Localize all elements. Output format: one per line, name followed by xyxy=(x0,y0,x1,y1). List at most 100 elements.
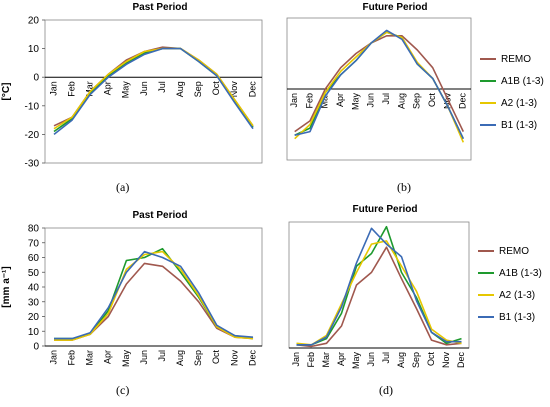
chart-a-svg: -30 -20 -10 0 10 20 [°C] Jan Feb Mar Apr May Jun Jul A… xyxy=(1,16,263,170)
x-tick-label: Apr xyxy=(336,352,346,366)
x-tick-label: Aug xyxy=(175,350,185,366)
x-tick-label: Oct xyxy=(427,93,437,108)
x-tick-label: Jun xyxy=(366,93,376,108)
x-tick-label: Mar xyxy=(321,352,331,368)
y-tick-label: 40 xyxy=(28,283,40,294)
x-tick-label: Sep xyxy=(412,93,422,109)
x-tick-label: Dec xyxy=(247,81,257,98)
series-line-remo xyxy=(296,246,462,348)
series-line-a2 xyxy=(296,240,462,346)
chart-d-svg: Jan Feb Mar Apr May Jun Jul Aug Sep Oct Nov Dec xyxy=(288,221,470,370)
x-tick-label: Jan xyxy=(291,352,301,367)
y-tick-label: 50 xyxy=(28,268,40,279)
y-tick-label: -20 xyxy=(25,130,40,141)
x-tick-label: Jul xyxy=(157,81,167,93)
y-tick-label: 10 xyxy=(28,44,40,55)
plot-area xyxy=(44,19,263,164)
legend-item: B1 (1-3) xyxy=(478,306,542,328)
legend-label: A1B (1-3) xyxy=(501,75,544,87)
legend-item: B1 (1-3) xyxy=(480,114,544,136)
x-tick-label: Jan xyxy=(48,81,58,96)
x-tick-label: Mar xyxy=(320,93,330,109)
series-line-b1 xyxy=(296,227,462,346)
x-tick-label: Apr xyxy=(103,350,113,364)
y-tick-label: 70 xyxy=(28,238,40,249)
x-tick-label: Mar xyxy=(85,81,95,97)
x-tick-label: Apr xyxy=(103,81,113,95)
panel-d: Future Period Jan Feb Mar Apr May Jun Jul Aug Se… xyxy=(275,200,550,407)
x-tick-label: Jun xyxy=(139,81,149,96)
legend-item: REMO xyxy=(478,240,542,262)
legend-top: REMO A1B (1-3) A2 (1-3) B1 (1-3) xyxy=(480,48,544,136)
series-line-a2 xyxy=(54,250,254,341)
y-axis-label: [mm a⁻¹] xyxy=(1,266,12,307)
legend-item: A2 (1-3) xyxy=(480,92,544,114)
y-tick-label: -10 xyxy=(25,101,40,112)
x-tick-label: Nov xyxy=(442,93,452,110)
series-line-a1b xyxy=(54,247,254,340)
y-axis-label: [°C] xyxy=(1,83,12,101)
legend-swatch xyxy=(480,58,496,60)
legend-label: A2 (1-3) xyxy=(499,289,536,301)
x-tick-label: Jun xyxy=(139,350,149,365)
series-line-a1b xyxy=(296,225,462,346)
chart-b-svg: Jan Feb Mar Apr May Jun Jul Aug Sep Oct Nov Dec xyxy=(286,17,472,161)
series-line-remo xyxy=(294,34,465,133)
series-line-b1 xyxy=(53,47,254,136)
x-tick-label: Jul xyxy=(157,350,167,362)
x-tick-label: Apr xyxy=(335,93,345,107)
legend-swatch xyxy=(480,80,496,82)
x-tick-label: Feb xyxy=(304,93,314,109)
panel-c: Past Period 0 10 20 30 40 50 60 70 80 [mm a⁻¹] Jan… xyxy=(0,208,275,407)
panel-d-label: (d) xyxy=(379,383,393,397)
series-line-a2 xyxy=(53,47,254,130)
legend-bottom: REMO A1B (1-3) A2 (1-3) B1 (1-3) xyxy=(478,240,542,328)
x-tick-label: Jul xyxy=(381,352,391,364)
panel-b: Future Period Jan Feb Mar Apr May Jun Jul Aug Se… xyxy=(275,0,550,200)
x-tick-label: Sep xyxy=(411,352,421,368)
x-tick-label: Sep xyxy=(193,81,203,97)
legend-label: A2 (1-3) xyxy=(501,97,538,109)
x-tick-label: Mar xyxy=(85,350,95,366)
x-tick-label: Dec xyxy=(247,350,257,367)
legend-label: REMO xyxy=(501,53,531,65)
x-tick-label: May xyxy=(121,350,131,368)
legend-item: A1B (1-3) xyxy=(478,262,542,284)
x-tick-label: Dec xyxy=(458,93,468,110)
chart-c-title: Past Period xyxy=(132,210,188,221)
x-tick-label: Aug xyxy=(396,93,406,109)
plot-area xyxy=(44,227,263,347)
legend-item: REMO xyxy=(480,48,544,70)
x-tick-label: Dec xyxy=(456,352,466,369)
legend-item: A2 (1-3) xyxy=(478,284,542,306)
x-tick-label: Nov xyxy=(229,350,239,367)
x-tick-label: Feb xyxy=(306,352,316,368)
x-tick-label: Jun xyxy=(366,352,376,367)
panel-a: Past Period -30 -20 -10 0 10 20 [°C] Jan Feb Mar A… xyxy=(0,0,275,200)
legend-swatch xyxy=(480,124,496,126)
y-tick-label: 0 xyxy=(33,73,39,84)
x-tick-label: May xyxy=(350,93,360,111)
x-tick-label: Jul xyxy=(381,93,391,105)
y-tick-label: 20 xyxy=(28,16,40,27)
x-tick-label: Oct xyxy=(211,81,221,96)
y-tick-label: 80 xyxy=(28,224,40,235)
legend-swatch xyxy=(478,294,494,296)
y-tick-label: 10 xyxy=(28,327,40,338)
chart-c-svg: 0 10 20 30 40 50 60 70 80 [mm a⁻¹] Jan Feb Mar Apr May… xyxy=(1,224,263,368)
chart-b-title: Future Period xyxy=(362,2,428,13)
x-tick-label: Aug xyxy=(396,352,406,368)
y-tick-label: 30 xyxy=(28,297,40,308)
series-line-b1 xyxy=(294,29,465,140)
series-line-a1b xyxy=(294,31,465,140)
y-tick-label: -30 xyxy=(25,159,40,170)
legend-label: B1 (1-3) xyxy=(501,119,538,131)
x-tick-label: Nov xyxy=(441,352,451,369)
series-line-b1 xyxy=(54,250,254,340)
chart-d-title: Future Period xyxy=(352,204,418,215)
x-tick-label: Nov xyxy=(229,81,239,98)
x-tick-label: May xyxy=(351,352,361,370)
x-tick-label: Oct xyxy=(211,350,221,365)
x-tick-label: Oct xyxy=(426,352,436,367)
chart-a-title: Past Period xyxy=(132,2,188,13)
